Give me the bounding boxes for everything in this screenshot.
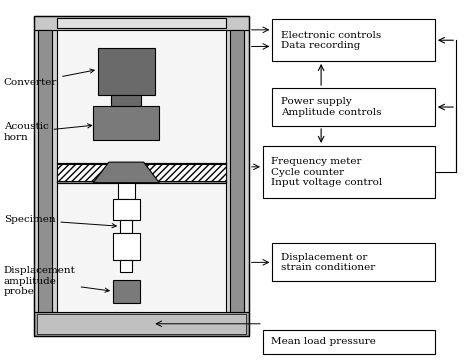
Bar: [120, 260, 132, 272]
Bar: [113, 280, 140, 303]
Text: Power supply
Amplitude controls: Power supply Amplitude controls: [281, 97, 381, 117]
Bar: [111, 95, 141, 106]
Bar: [36, 314, 246, 334]
Bar: [57, 163, 226, 183]
Bar: [57, 30, 226, 312]
Bar: [120, 220, 132, 233]
Bar: [98, 48, 155, 95]
Bar: [263, 330, 435, 353]
Bar: [35, 312, 249, 336]
Bar: [38, 30, 52, 312]
Text: Displacement or
strain conditioner: Displacement or strain conditioner: [281, 253, 375, 272]
Text: Mean load pressure: Mean load pressure: [272, 337, 376, 346]
Text: Specimen: Specimen: [4, 215, 116, 228]
Text: Converter: Converter: [4, 69, 94, 87]
Bar: [93, 106, 159, 141]
Bar: [118, 183, 135, 199]
Bar: [226, 30, 249, 312]
Bar: [57, 17, 226, 28]
Text: Displacement
amplitude
probe: Displacement amplitude probe: [4, 266, 109, 296]
Bar: [35, 30, 57, 312]
Bar: [273, 244, 435, 281]
Text: Frequency meter
Cycle counter
Input voltage control: Frequency meter Cycle counter Input volt…: [272, 157, 383, 187]
Text: Acoustic
horn: Acoustic horn: [4, 122, 92, 142]
Bar: [113, 199, 140, 220]
Bar: [57, 163, 226, 164]
Text: Electronic controls
Data recording: Electronic controls Data recording: [281, 31, 381, 50]
Bar: [113, 233, 140, 260]
Polygon shape: [93, 162, 159, 183]
Bar: [35, 16, 249, 336]
Bar: [273, 88, 435, 126]
Bar: [273, 19, 435, 61]
Bar: [35, 16, 249, 30]
Bar: [263, 146, 435, 198]
Bar: [230, 30, 244, 312]
Bar: [57, 181, 226, 183]
